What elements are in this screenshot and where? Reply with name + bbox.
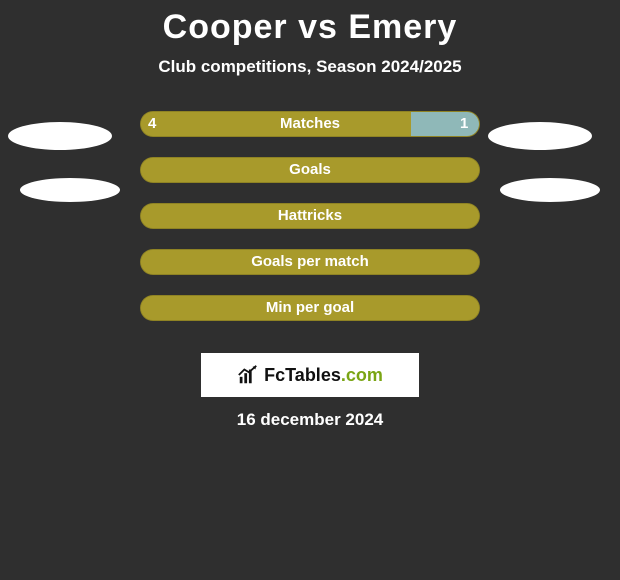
metric-label: Matches <box>140 111 480 137</box>
metric-value-right: 1 <box>460 111 468 137</box>
metric-label: Goals per match <box>140 249 480 275</box>
metric-row: Hattricks <box>0 203 620 229</box>
metric-row: Goals per match <box>0 249 620 275</box>
comparison-title: Cooper vs Emery <box>0 0 620 47</box>
logo-text-accent: .com <box>341 365 383 385</box>
player-placeholder <box>500 178 600 202</box>
metric-value-left: 4 <box>148 111 156 137</box>
metric-row: Min per goal <box>0 295 620 321</box>
metric-label: Goals <box>140 157 480 183</box>
metric-label: Min per goal <box>140 295 480 321</box>
logo-text-main: FcTables <box>264 365 341 385</box>
metric-label: Hattricks <box>140 203 480 229</box>
player-placeholder <box>488 122 592 150</box>
player-placeholder <box>8 122 112 150</box>
comparison-subtitle: Club competitions, Season 2024/2025 <box>0 57 620 77</box>
logo-text: FcTables.com <box>264 365 383 386</box>
player-placeholder <box>20 178 120 202</box>
generation-date: 16 december 2024 <box>0 410 620 430</box>
fctables-logo: FcTables.com <box>201 353 419 397</box>
chart-icon <box>237 364 259 386</box>
